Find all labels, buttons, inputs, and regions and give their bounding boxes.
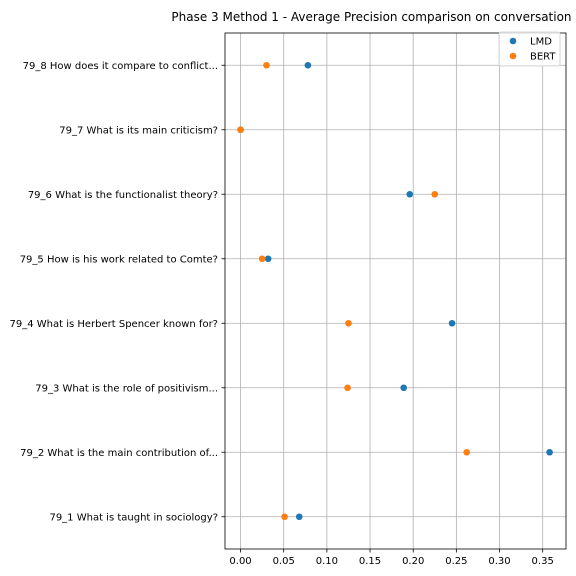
legend-marker-lmd (509, 37, 517, 45)
data-points (237, 61, 553, 521)
point-bert-8 (263, 61, 270, 69)
point-bert-2 (463, 448, 471, 456)
y-tick-label: 79_7 What is its main criticism? (59, 125, 218, 136)
x-tick-label: 0.00 (229, 556, 251, 567)
y-tick-label: 79_6 What is the functionalist theory? (28, 190, 218, 201)
point-bert-6 (431, 190, 439, 198)
point-bert-7 (237, 126, 244, 134)
y-tick-label: 79_8 How does it compare to conflict... (23, 61, 218, 72)
point-bert-1 (281, 513, 288, 521)
y-tick-label: 79_1 What is taught in sociology? (49, 512, 218, 523)
x-tick-label: 0.15 (359, 556, 381, 567)
point-lmd-1 (295, 513, 303, 521)
legend-label-bert: BERT (530, 52, 556, 63)
point-lmd-2 (546, 448, 553, 456)
point-lmd-6 (406, 190, 414, 198)
plot-frame (224, 32, 567, 550)
legend-marker-bert (509, 52, 517, 60)
point-bert-4 (345, 319, 352, 327)
y-tick-label: 79_3 What is the role of positivism... (35, 383, 218, 394)
legend: LMD BERT (498, 31, 561, 67)
point-lmd-5 (264, 255, 272, 263)
point-bert-3 (344, 384, 351, 392)
grid (225, 33, 566, 549)
y-tick-label: 79_5 How is his work related to Comte? (20, 254, 218, 265)
point-lmd-4 (448, 319, 456, 327)
x-tick-label: 0.30 (488, 556, 510, 567)
y-tick-label: 79_4 What is Herbert Spencer known for? (9, 319, 218, 330)
x-tick-label: 0.05 (273, 556, 295, 567)
legend-label-lmd: LMD (530, 37, 552, 48)
x-tick-label: 0.20 (402, 556, 424, 567)
point-lmd-8 (304, 61, 312, 69)
axes: 0.00 0.05 0.10 0.15 0.20 0.25 0.30 0.35 79_1 Wha… (9, 32, 567, 567)
x-tick-label: 0.10 (316, 556, 338, 567)
chart-title: Phase 3 Method 1 - Average Precision com… (171, 10, 576, 24)
x-tick-label: 0.35 (532, 556, 554, 567)
y-tick-label: 79_2 What is the main contribution of... (20, 448, 218, 459)
x-tick-label: 0.25 (445, 556, 467, 567)
point-bert-5 (258, 255, 266, 263)
point-lmd-3 (400, 384, 408, 392)
